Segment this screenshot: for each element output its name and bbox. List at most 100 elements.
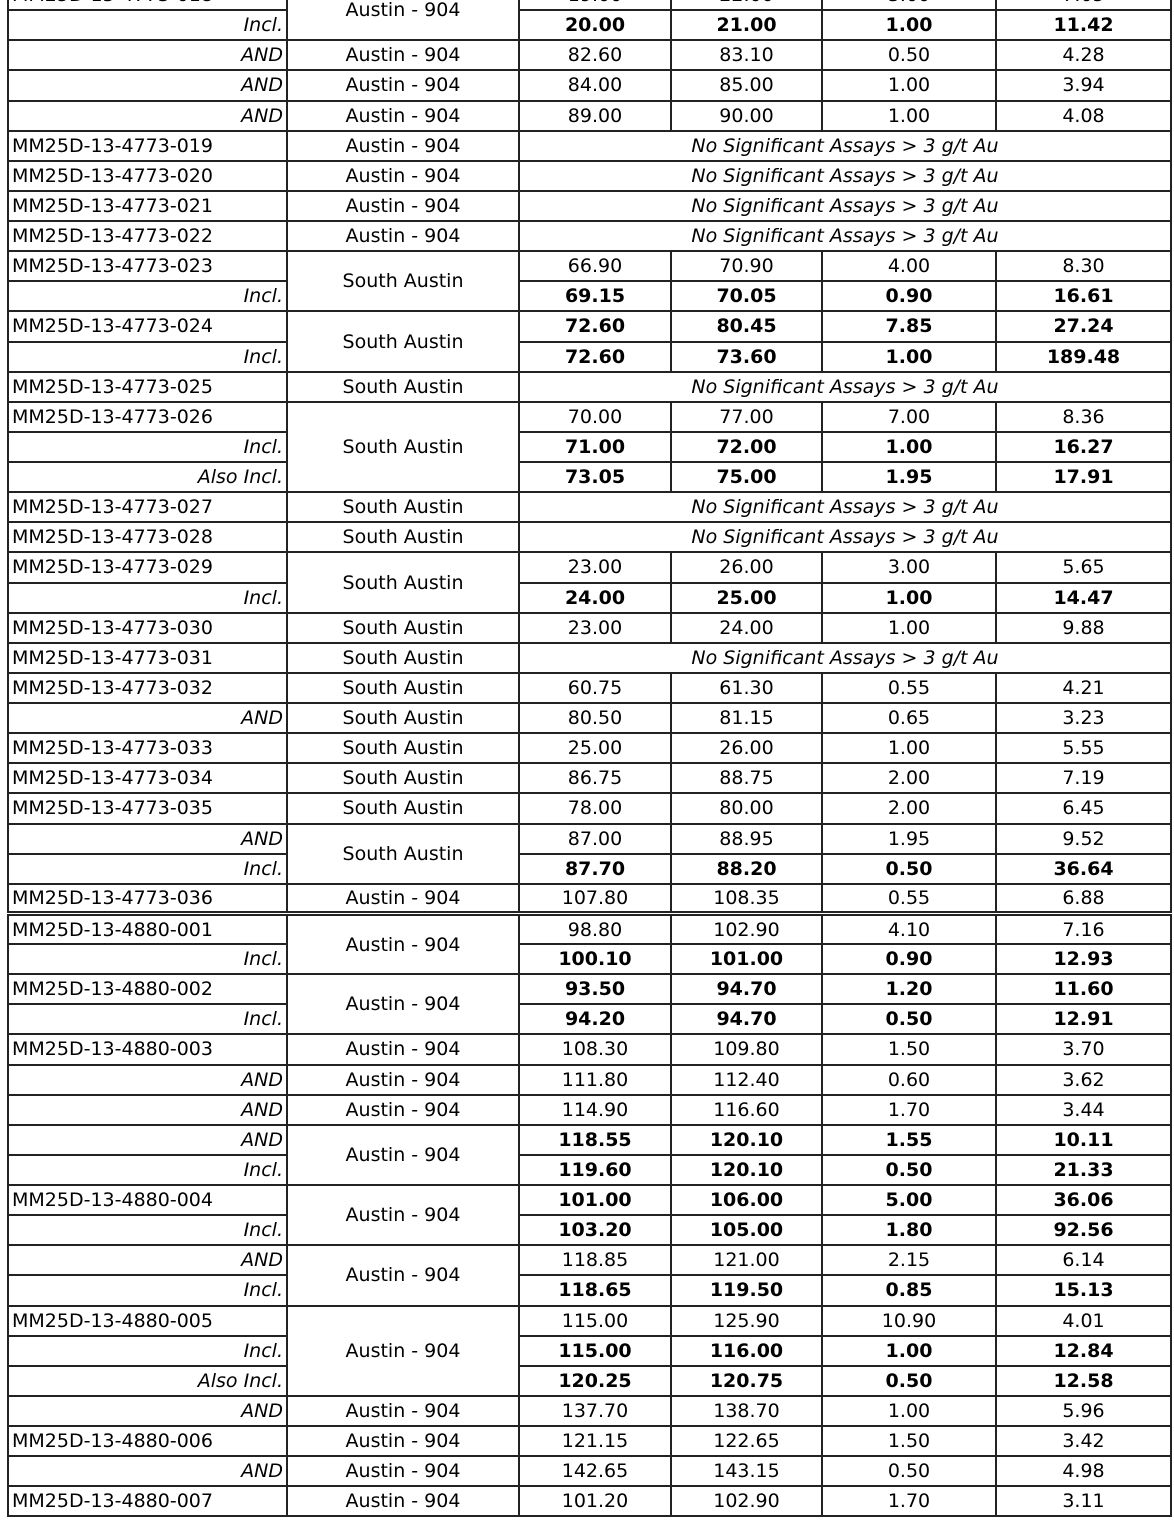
table-row: Incl. 94.20 94.70 0.50 12.91 — [7, 1003, 1172, 1036]
value: 1.70 — [821, 1485, 997, 1518]
value: 86.75 — [518, 762, 672, 795]
value: 92.56 — [995, 1214, 1172, 1247]
value: 0.55 — [821, 671, 997, 705]
value: 6.14 — [995, 1244, 1172, 1277]
qualifier: Also Incl. — [7, 1364, 288, 1397]
value: 1.00 — [821, 69, 997, 102]
value: 70.05 — [670, 280, 823, 313]
value: 137.70 — [518, 1394, 672, 1428]
value: 80.45 — [670, 310, 823, 343]
table-row: Also Incl. 73.05 75.00 1.95 17.91 — [7, 460, 1172, 494]
location: Austin - 904 — [286, 159, 520, 192]
table-row: MM25D-13-4773-036 Austin - 904 107.80 108.3… — [7, 882, 1172, 915]
value: 85.00 — [670, 69, 823, 102]
table-row: MM25D-13-4773-022 Austin - 904 No Signific… — [7, 219, 1172, 253]
location: South Austin — [286, 822, 520, 885]
value: 2.00 — [821, 762, 997, 795]
value: 10.11 — [995, 1123, 1172, 1156]
location: Austin - 904 — [286, 1244, 520, 1307]
note: No Significant Assays > 3 g/t Au — [518, 129, 1172, 162]
value: 1.50 — [821, 1033, 997, 1066]
value: 120.10 — [670, 1123, 823, 1156]
location: South Austin — [286, 671, 520, 705]
qualifier: Incl. — [7, 1334, 288, 1367]
value: 22.00 — [670, 0, 823, 12]
value: 94.70 — [670, 973, 823, 1006]
value: 14.47 — [995, 581, 1172, 614]
value: 1.95 — [821, 822, 997, 855]
value: 27.24 — [995, 310, 1172, 343]
qualifier: Incl. — [7, 1153, 288, 1187]
location: South Austin — [286, 310, 520, 373]
table-row: MM25D-13-4773-035 South Austin 78.00 80.00 2… — [7, 792, 1172, 825]
table-row: MM25D-13-4880-002 Austin - 904 93.50 94.70 1… — [7, 973, 1172, 1036]
table-row: MM25D-13-4880-005 Austin - 904 115.00 125.9… — [7, 1304, 1172, 1397]
value: 120.10 — [670, 1153, 823, 1187]
value: 25.00 — [518, 732, 672, 765]
value: 102.90 — [670, 1485, 823, 1518]
value: 19.00 — [518, 0, 672, 12]
value: 16.27 — [995, 430, 1172, 464]
value: 189.48 — [995, 340, 1172, 373]
table-row: Incl. 115.00 116.00 1.00 12.84 — [7, 1334, 1172, 1367]
value: 88.20 — [670, 852, 823, 885]
value: 94.20 — [518, 1003, 672, 1036]
qualifier: AND — [7, 1244, 288, 1277]
value: 9.88 — [995, 611, 1172, 644]
value: 111.80 — [518, 1063, 672, 1096]
hole-id: MM25D-13-4880-004 — [7, 1183, 288, 1217]
value: 10.90 — [821, 1304, 997, 1337]
value: 60.75 — [518, 671, 672, 705]
table-row: Incl. 69.15 70.05 0.90 16.61 — [7, 280, 1172, 313]
location: Austin - 904 — [286, 1033, 520, 1066]
value: 121.00 — [670, 1244, 823, 1277]
qualifier: Incl. — [7, 1274, 288, 1307]
value: 98.80 — [518, 911, 672, 946]
value: 7.16 — [995, 911, 1172, 946]
value: 72.60 — [518, 310, 672, 343]
table-row: MM25D-13-4773-033 South Austin 25.00 26.00 1… — [7, 732, 1172, 765]
value: 118.55 — [518, 1123, 672, 1156]
value: 101.20 — [518, 1485, 672, 1518]
value: 7.00 — [821, 400, 997, 433]
note: No Significant Assays > 3 g/t Au — [518, 641, 1172, 674]
qualifier: Incl. — [7, 430, 288, 464]
qualifier: AND — [7, 1093, 288, 1126]
value: 81.15 — [670, 701, 823, 735]
value: 12.84 — [995, 1334, 1172, 1367]
table-row: MM25D-13-4773-025 South Austin No Signific… — [7, 370, 1172, 403]
hole-id: MM25D-13-4773-021 — [7, 189, 288, 223]
location: Austin - 904 — [286, 219, 520, 253]
value: 72.00 — [670, 430, 823, 464]
value: 7.85 — [821, 310, 997, 343]
value: 1.00 — [821, 99, 997, 132]
location: South Austin — [286, 400, 520, 494]
table-row: AND South Austin 80.50 81.15 0.65 3.23 — [7, 701, 1172, 735]
value: 3.44 — [995, 1093, 1172, 1126]
hole-id: MM25D-13-4773-024 — [7, 310, 288, 343]
table-row: MM25D-13-4773-023 South Austin 66.90 70.90 4… — [7, 250, 1172, 313]
value: 2.15 — [821, 1244, 997, 1277]
location: Austin - 904 — [286, 882, 520, 915]
qualifier: Incl. — [7, 280, 288, 313]
table-row: MM25D-13-4773-026 South Austin 70.00 77.00 7… — [7, 400, 1172, 494]
value: 116.60 — [670, 1093, 823, 1126]
value: 3.00 — [821, 0, 997, 12]
value: 7.19 — [995, 762, 1172, 795]
location: South Austin — [286, 762, 520, 795]
location: South Austin — [286, 732, 520, 765]
value: 5.96 — [995, 1394, 1172, 1428]
table-row: AND Austin - 904 89.00 90.00 1.00 4.08 — [7, 99, 1172, 132]
hole-id: MM25D-13-4773-023 — [7, 250, 288, 283]
value: 103.20 — [518, 1214, 672, 1247]
table-row: AND Austin - 904 118.85 121.00 2.15 6.14 — [7, 1244, 1172, 1307]
qualifier: Also Incl. — [7, 460, 288, 494]
value: 94.70 — [670, 1003, 823, 1036]
value: 119.60 — [518, 1153, 672, 1187]
value: 36.06 — [995, 1183, 1172, 1217]
value: 3.94 — [995, 69, 1172, 102]
location: Austin - 904 — [286, 1304, 520, 1397]
qualifier: AND — [7, 822, 288, 855]
hole-id: MM25D-13-4880-001 — [7, 911, 288, 946]
